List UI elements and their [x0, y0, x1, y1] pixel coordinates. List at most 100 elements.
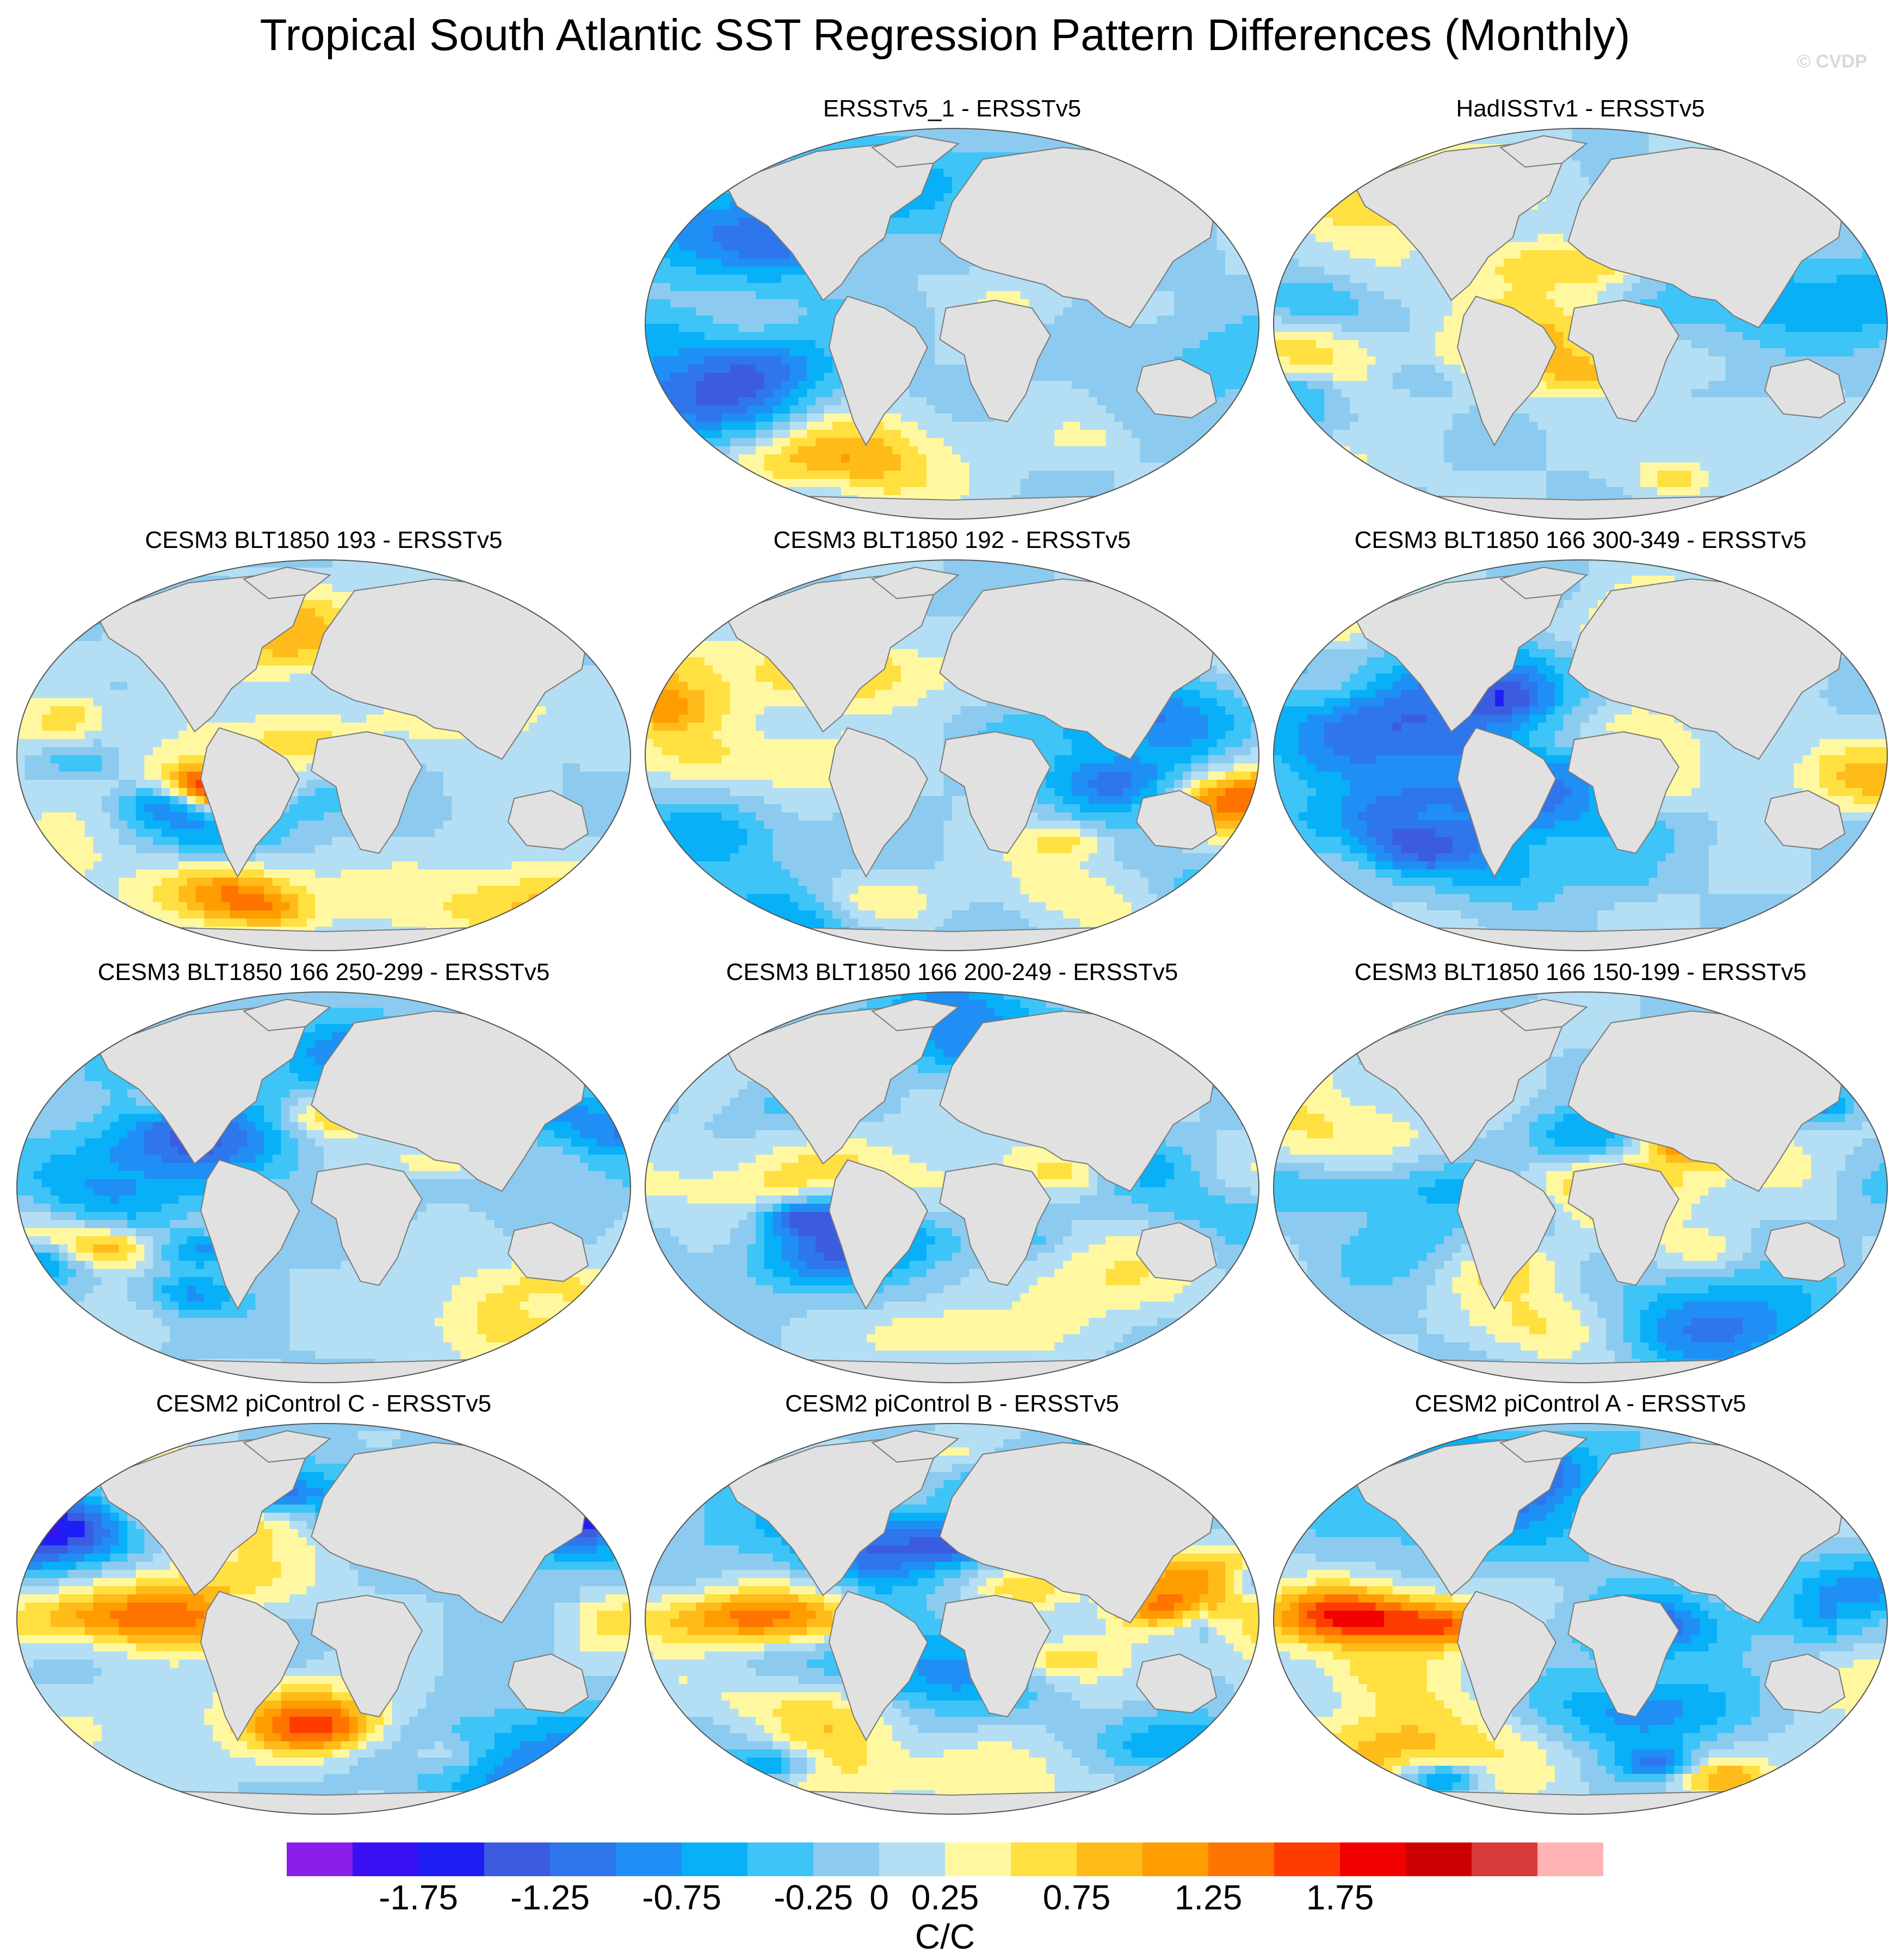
field-cell	[1537, 291, 1547, 300]
field-cell	[1063, 316, 1072, 324]
field-cell	[1554, 324, 1564, 332]
field-cell	[756, 430, 765, 439]
field-cell	[1097, 414, 1107, 422]
field-cell	[1114, 454, 1123, 463]
field-cell	[781, 414, 790, 422]
field-cell	[1443, 136, 1453, 145]
field-cell	[1708, 389, 1718, 398]
field-cell	[696, 307, 705, 316]
field-cell	[1182, 332, 1192, 341]
field-cell	[1089, 373, 1098, 381]
field-cell	[1046, 348, 1055, 357]
field-cell	[926, 438, 936, 447]
field-cell	[662, 307, 671, 316]
field-cell	[756, 316, 765, 324]
field-cell	[670, 316, 680, 324]
field-cell	[867, 291, 876, 300]
field-cell	[1580, 169, 1590, 177]
field-cell	[1410, 332, 1419, 341]
field-cell	[653, 348, 662, 357]
field-cell	[1029, 463, 1038, 471]
field-cell	[1392, 242, 1401, 251]
field-cell	[687, 324, 696, 332]
field-cell	[696, 218, 705, 226]
field-cell	[1546, 291, 1555, 300]
field-cell	[926, 193, 936, 202]
field-cell	[1216, 316, 1226, 324]
field-cell	[892, 430, 901, 439]
land-mass	[870, 135, 960, 168]
field-cell	[960, 283, 969, 292]
field-cell	[1063, 348, 1072, 357]
field-cell	[978, 471, 987, 479]
field-cell	[1054, 332, 1064, 341]
field-cell	[1572, 299, 1581, 308]
field-cell	[1089, 307, 1098, 316]
field-cell	[1401, 340, 1410, 349]
field-cell	[764, 250, 773, 259]
field-cell	[789, 438, 799, 447]
field-cell	[1122, 414, 1132, 422]
field-cell	[1529, 291, 1539, 300]
field-cell	[1191, 324, 1200, 332]
field-cell	[1410, 250, 1419, 259]
field-cell	[1020, 430, 1029, 439]
field-cell	[1665, 299, 1675, 308]
field-cell	[1242, 250, 1251, 259]
field-cell	[807, 397, 816, 406]
field-cell	[1708, 381, 1718, 390]
field-cell	[1751, 356, 1761, 365]
field-cell	[884, 299, 893, 308]
field-cell	[764, 242, 773, 251]
field-cell	[875, 479, 885, 488]
field-cell	[1332, 258, 1342, 267]
field-cell	[1089, 430, 1098, 439]
field-cell	[900, 250, 910, 259]
field-cell	[1665, 307, 1675, 316]
field-cell	[1375, 242, 1385, 251]
field-cell	[1529, 226, 1539, 235]
field-cell	[713, 373, 722, 381]
field-cell	[713, 291, 722, 300]
field-cell	[926, 267, 936, 275]
field-cell	[1037, 136, 1047, 145]
field-cell	[1174, 340, 1183, 349]
field-cell	[1665, 291, 1675, 300]
field-cell	[1743, 389, 1752, 398]
field-cell	[807, 373, 816, 381]
field-cell	[1503, 128, 1513, 137]
field-cell	[918, 405, 927, 414]
field-cell	[1537, 209, 1547, 218]
field-cell	[747, 373, 756, 381]
field-cell	[1299, 348, 1308, 357]
field-cell	[1632, 283, 1641, 292]
field-cell	[909, 316, 918, 324]
field-cell	[789, 356, 799, 365]
field-cell	[943, 348, 953, 357]
field-cell	[918, 422, 927, 430]
field-cell	[1029, 283, 1038, 292]
field-cell	[1862, 324, 1872, 332]
field-cell	[1089, 422, 1098, 430]
field-cell	[1332, 250, 1342, 259]
field-cell	[926, 348, 936, 357]
field-cell	[738, 397, 748, 406]
field-cell	[1350, 291, 1359, 300]
field-cell	[1426, 365, 1436, 373]
field-cell	[798, 463, 807, 471]
field-cell	[1828, 307, 1837, 316]
field-cell	[687, 250, 696, 259]
field-cell	[756, 226, 765, 235]
field-cell	[1225, 397, 1234, 406]
field-cell	[1435, 332, 1444, 341]
field-cell	[1341, 185, 1350, 194]
field-cell	[1700, 348, 1709, 357]
field-cell	[935, 463, 944, 471]
field-cell	[1367, 332, 1376, 341]
field-cell	[875, 446, 885, 455]
field-cell	[1281, 324, 1290, 332]
field-cell	[1063, 389, 1072, 398]
field-cell	[884, 430, 893, 439]
field-cell	[841, 463, 850, 471]
field-cell	[1054, 463, 1064, 471]
